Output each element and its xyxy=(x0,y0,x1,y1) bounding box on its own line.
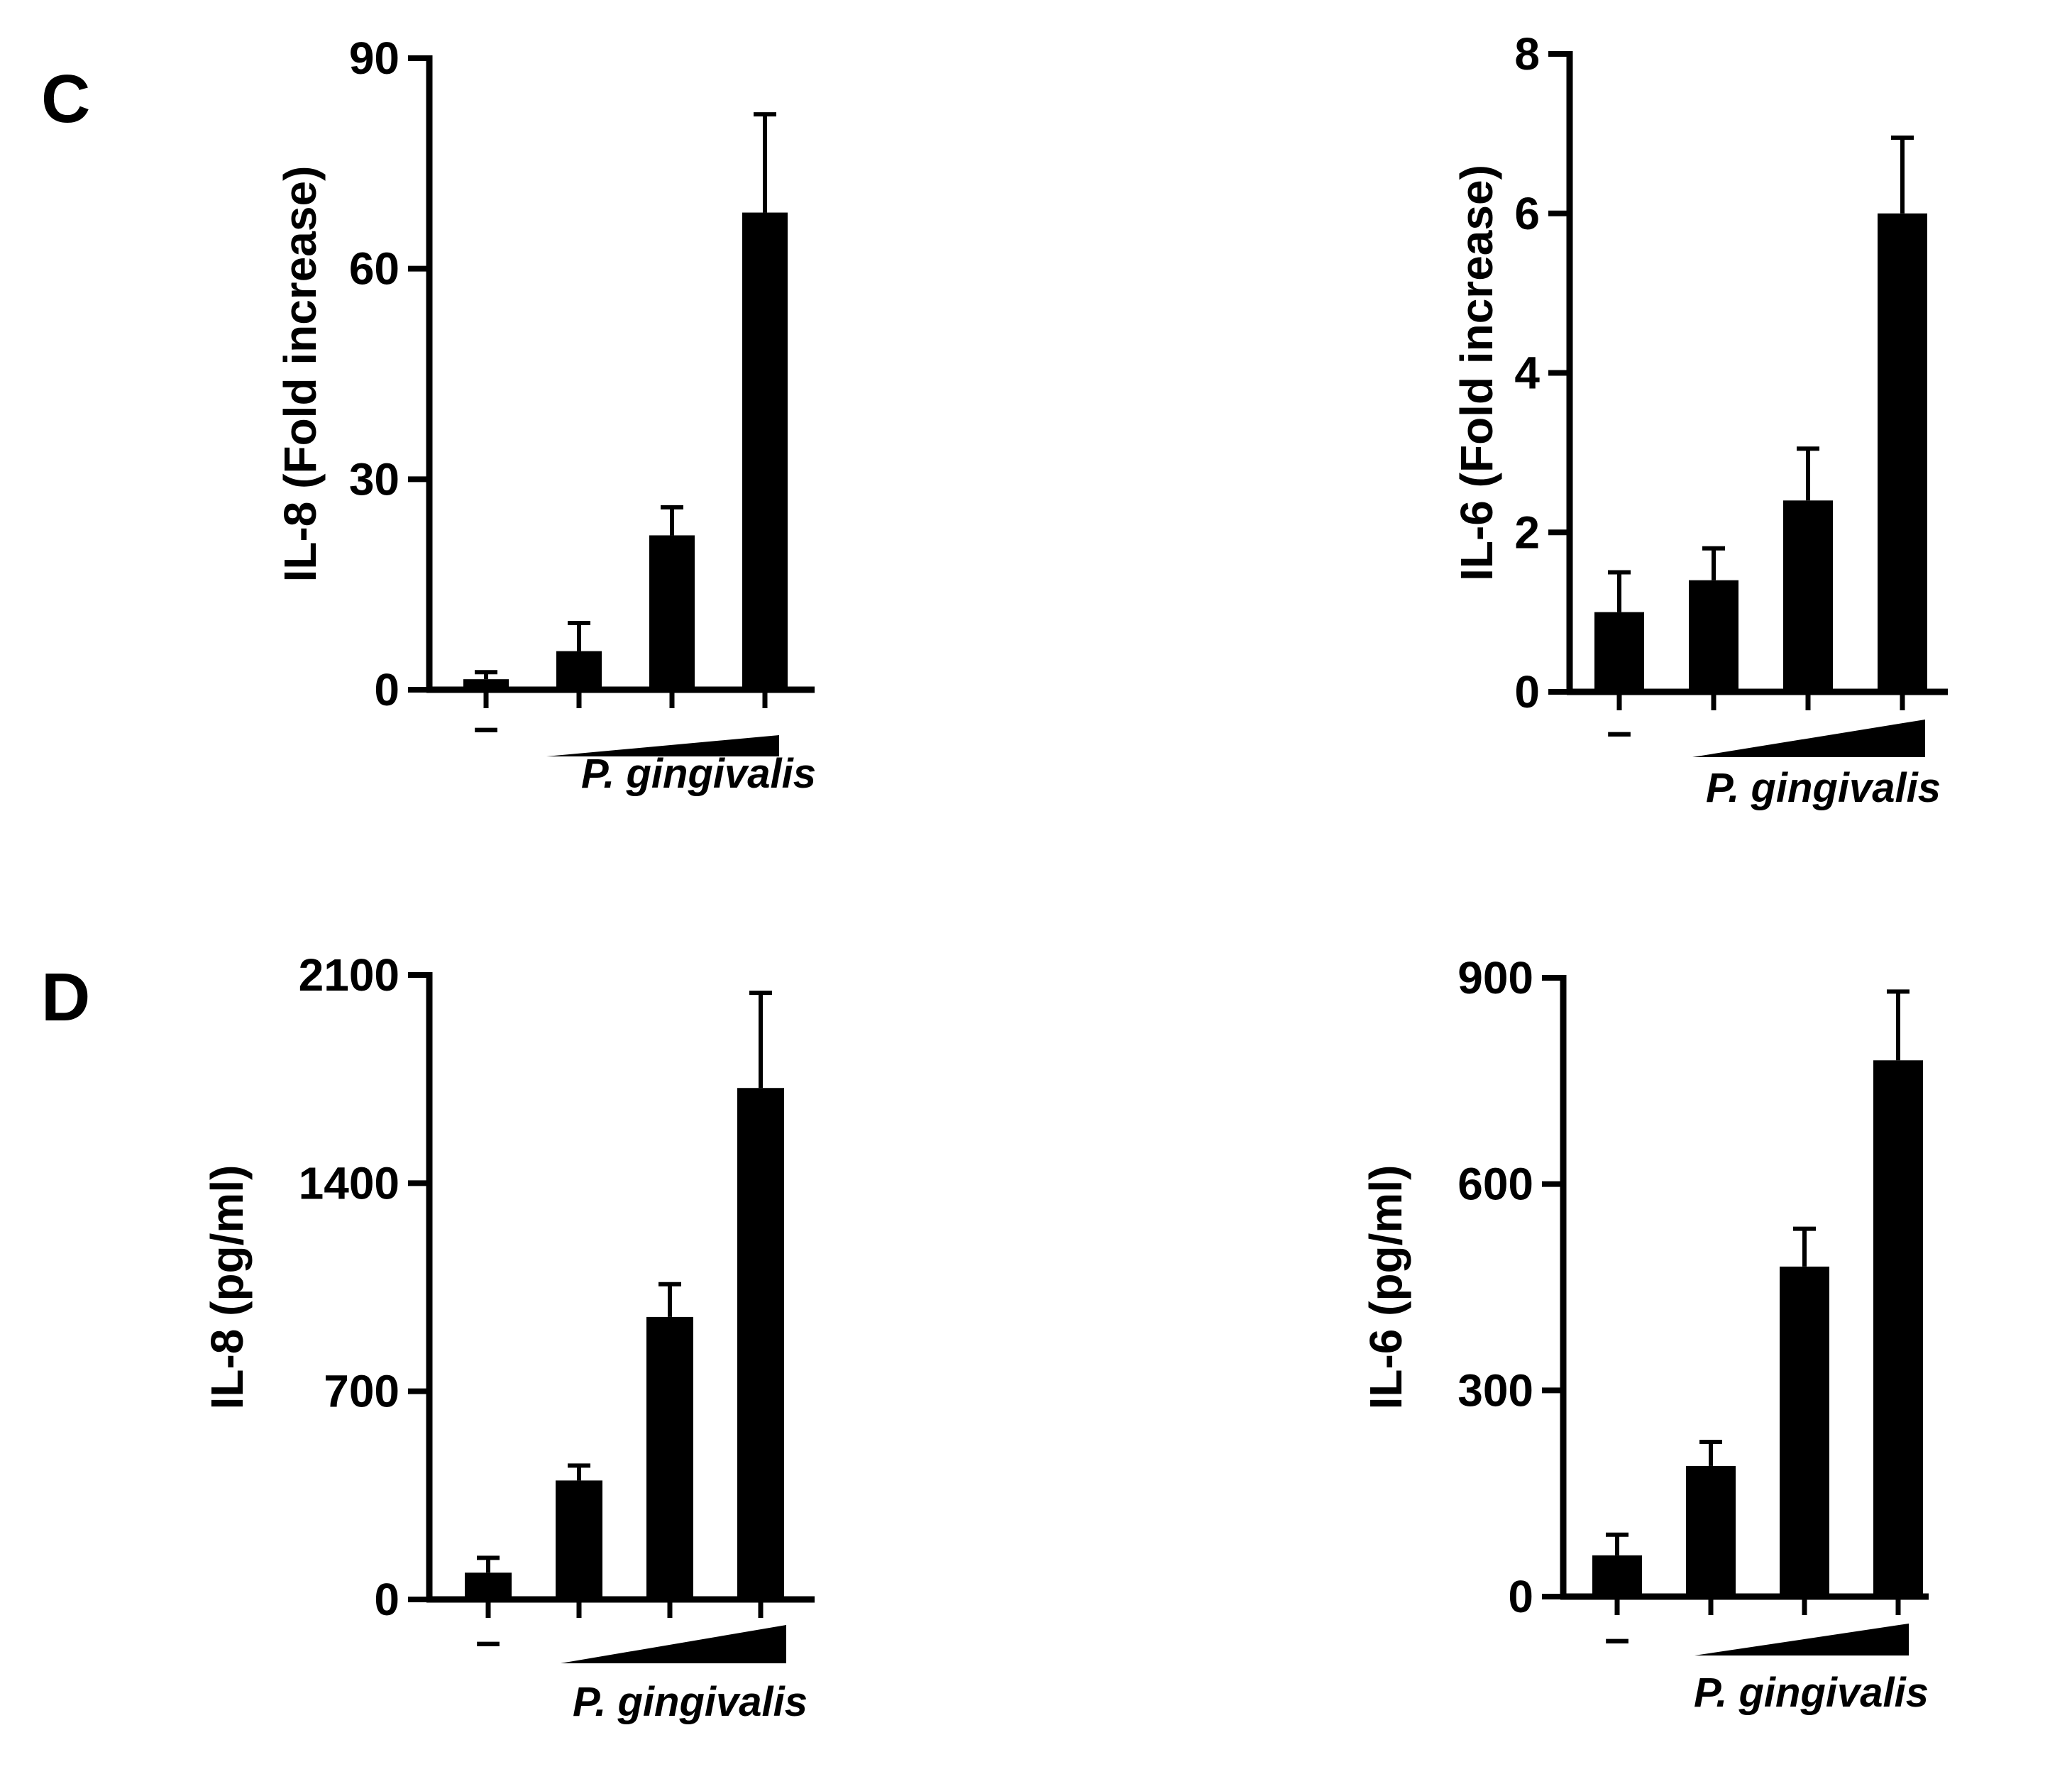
y-axis-label: IL-8 (pg/ml) xyxy=(202,1165,253,1410)
dose-wedge xyxy=(546,735,779,756)
bar xyxy=(1878,213,1927,692)
y-tick-label: 600 xyxy=(1457,1159,1533,1210)
x-axis-label: P. gingivalis xyxy=(581,751,816,797)
chart-4: 0 300 600 900 – P. gingivalis IL-6 (pg/ml) xyxy=(1360,952,1929,1716)
y-tick-label: 2 xyxy=(1514,507,1540,558)
y-axis-label: IL-8 (Fold increase) xyxy=(275,166,326,583)
y-tick-label: 8 xyxy=(1514,28,1540,79)
y-tick-label: 0 xyxy=(374,664,399,715)
chart-1: 0 30 60 90 – P. gingivalis IL-8 (Fold increase… xyxy=(275,33,816,797)
y-tick-label: 0 xyxy=(1508,1571,1533,1622)
panel-label-c: C xyxy=(41,61,90,137)
y-tick-label: 700 xyxy=(324,1366,399,1417)
x-control-label: – xyxy=(475,1615,501,1666)
x-control-label: – xyxy=(1607,705,1632,756)
bar xyxy=(1592,1555,1642,1597)
bar xyxy=(1780,1266,1829,1597)
bar xyxy=(556,1480,602,1599)
y-tick-label: 0 xyxy=(1514,666,1540,717)
bar xyxy=(463,679,509,690)
dose-wedge xyxy=(1694,1624,1909,1655)
bar xyxy=(646,1316,693,1599)
y-axis-label: IL-6 (Fold increase) xyxy=(1451,165,1502,581)
y-tick-label: 0 xyxy=(374,1574,399,1625)
bar xyxy=(465,1572,512,1599)
bar xyxy=(1873,1060,1923,1597)
y-tick-label: 6 xyxy=(1514,188,1540,239)
y-tick-label: 1400 xyxy=(299,1157,399,1208)
dose-wedge xyxy=(561,1625,786,1663)
bar xyxy=(1783,500,1833,692)
y-tick-label: 90 xyxy=(349,33,399,84)
chart-3: 0 700 1400 2100 – P. gingivalis IL-8 (pg/ml) xyxy=(202,949,815,1725)
y-tick-label: 300 xyxy=(1457,1365,1533,1416)
panel-label-d: D xyxy=(41,959,90,1035)
bar xyxy=(1689,580,1738,692)
x-axis-label: P. gingivalis xyxy=(1706,765,1941,811)
bar xyxy=(556,651,602,690)
bar xyxy=(1686,1465,1736,1597)
y-tick-label: 900 xyxy=(1457,952,1533,1003)
y-tick-label: 30 xyxy=(349,453,399,505)
bar xyxy=(649,535,695,690)
y-tick-label: 60 xyxy=(349,243,399,294)
y-tick-label: 2100 xyxy=(299,949,399,1001)
x-control-label: – xyxy=(1604,1612,1630,1663)
bar xyxy=(742,212,788,690)
dose-wedge xyxy=(1692,720,1925,757)
y-tick-label: 4 xyxy=(1514,348,1540,399)
y-axis-label: IL-6 (pg/ml) xyxy=(1360,1165,1411,1410)
x-control-label: – xyxy=(473,701,499,752)
x-axis-label: P. gingivalis xyxy=(1694,1670,1929,1716)
x-axis-label: P. gingivalis xyxy=(573,1679,808,1725)
bar xyxy=(737,1088,784,1599)
chart-2: 0 2 4 6 8 – P. gingivalis IL-6 (Fold increase) xyxy=(1451,28,1948,811)
bar xyxy=(1594,612,1644,692)
